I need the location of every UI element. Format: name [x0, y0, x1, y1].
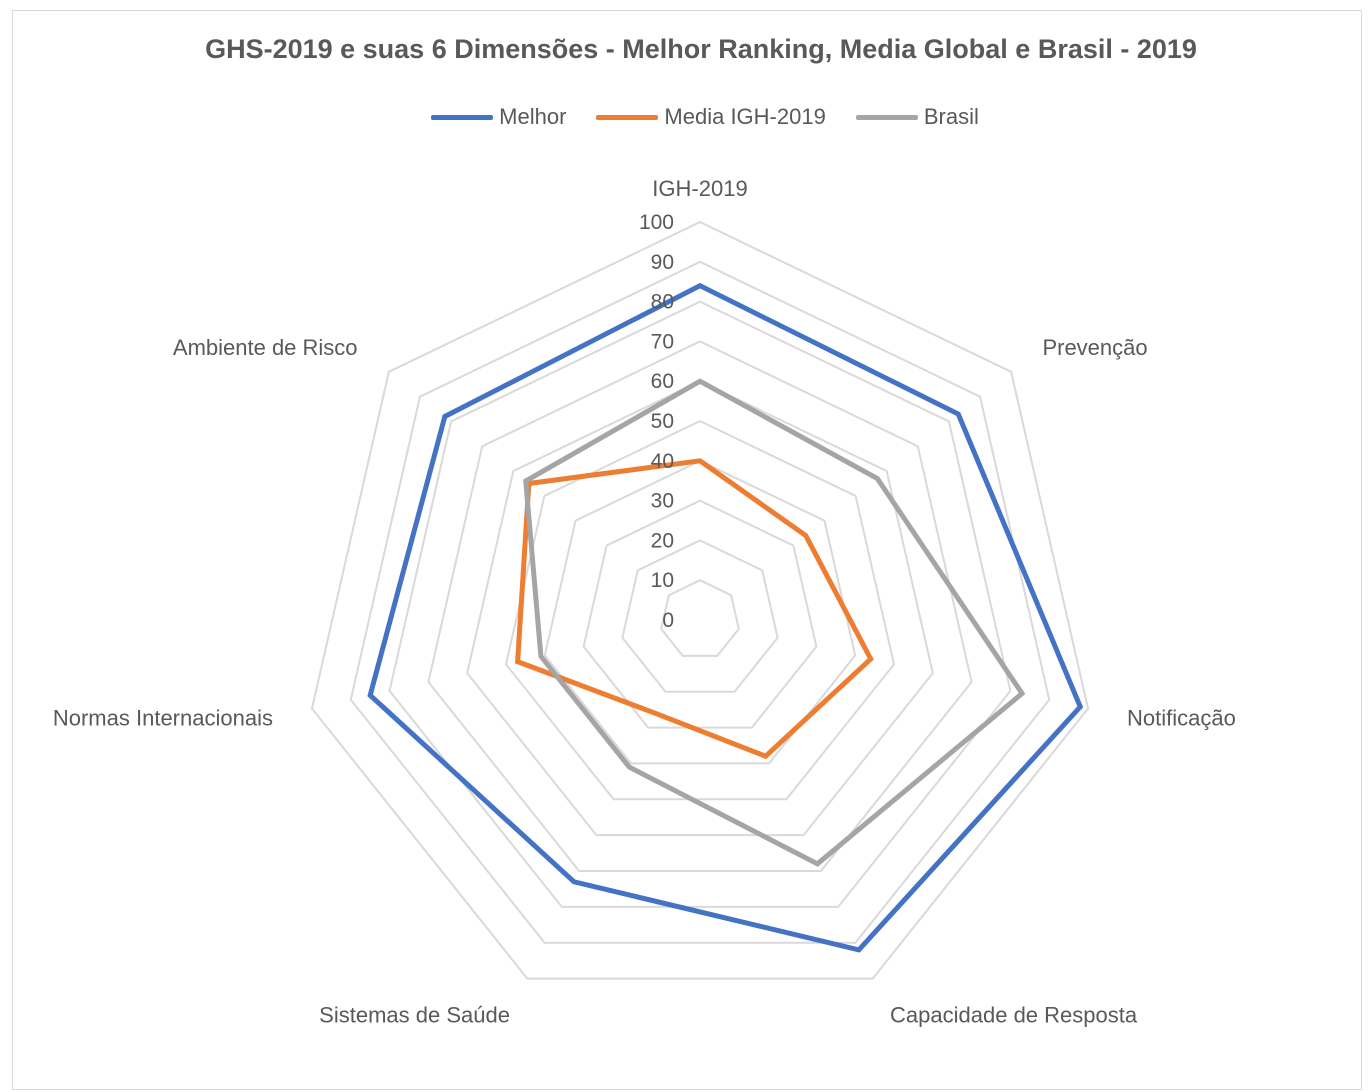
legend-item: Brasil: [855, 104, 979, 130]
axis-label-5: Normas Internacionais: [53, 705, 273, 730]
tick-label-60: 60: [651, 370, 674, 393]
grid-ring-80: [388, 300, 1012, 908]
grid-ring-20: [621, 539, 779, 693]
legend-item: Media IGH-2019: [596, 104, 826, 130]
grid-ring-10: [660, 579, 740, 657]
axis-label-3: Capacidade de Resposta: [890, 1003, 1138, 1028]
tick-label-100: 100: [639, 211, 674, 234]
tick-label-10: 10: [651, 569, 674, 592]
tick-label-30: 30: [651, 490, 674, 513]
grid-ring-30: [582, 499, 818, 729]
legend: Melhor Media IGH-2019 Brasil: [0, 104, 1370, 130]
axis-label-4: Sistemas de Saúde: [319, 1003, 510, 1028]
legend-swatch: [855, 114, 918, 120]
tick-label-90: 90: [651, 251, 674, 274]
legend-label: Brasil: [923, 104, 979, 129]
legend-label: Media IGH-2019: [664, 104, 826, 129]
tick-label-40: 40: [651, 450, 674, 473]
tick-label-20: 20: [651, 529, 674, 552]
axis-label-2: Notificação: [1127, 705, 1236, 730]
tick-label-50: 50: [651, 410, 674, 433]
grid-ring-70: [427, 340, 973, 873]
grid-ring-100: [310, 220, 1090, 980]
axis-label-0: IGH-2019: [652, 176, 747, 201]
grid-ring-40: [543, 459, 857, 765]
legend-label: Melhor: [499, 104, 567, 129]
legend-swatch: [431, 114, 494, 120]
axis-label-6: Ambiente de Risco: [173, 335, 358, 360]
series-line-media-igh-2019: [515, 458, 874, 760]
tick-label-70: 70: [651, 330, 674, 353]
series-line-melhor: [367, 282, 1084, 953]
grid-ring-50: [504, 419, 896, 801]
legend-swatch: [596, 114, 659, 120]
tick-label-0: 0: [662, 609, 674, 632]
tick-label-80: 80: [651, 291, 674, 314]
series-line-brasil: [523, 378, 1026, 867]
chart-title: GHS-2019 e suas 6 Dimensões - Melhor Ran…: [205, 34, 1197, 64]
axis-label-1: Prevenção: [1042, 335, 1147, 360]
legend-item: Melhor: [431, 104, 566, 130]
grid-ring-90: [349, 260, 1051, 944]
